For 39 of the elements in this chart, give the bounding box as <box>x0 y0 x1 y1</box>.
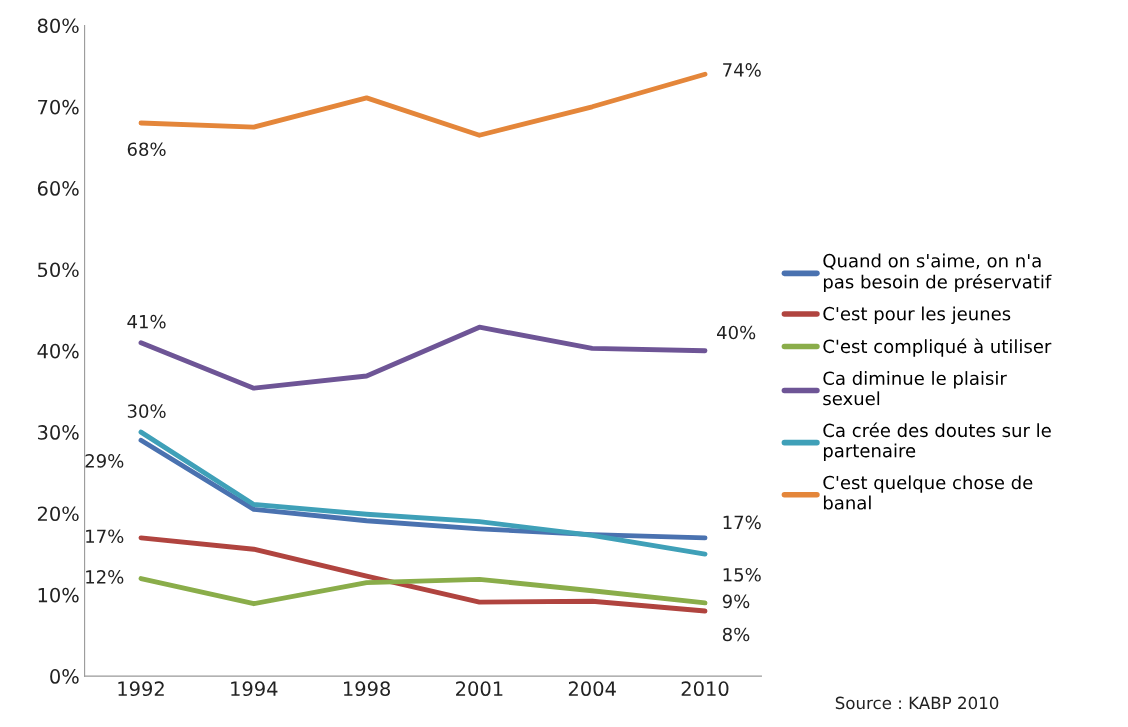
x-tick-label: 2004 <box>568 681 616 697</box>
y-tick-label: 50% <box>38 262 79 278</box>
data-label: 29% <box>85 454 124 468</box>
y-tick-label: 0% <box>50 669 79 684</box>
x-tick-label: 2001 <box>456 681 503 697</box>
data-label: 30% <box>127 404 166 418</box>
line-series <box>138 71 708 138</box>
data-label: 15% <box>723 567 761 582</box>
x-tick-label: 1994 <box>231 681 278 697</box>
data-label: 17% <box>86 529 124 544</box>
data-label: 41% <box>127 314 166 329</box>
data-label: 68% <box>127 142 166 157</box>
source-note: Source : KABP 2010 <box>835 696 999 710</box>
x-tick-label: 1992 <box>118 681 164 697</box>
x-tick-label: 1998 <box>343 681 391 697</box>
legend-label: C'est compliqué à utiliser <box>823 338 1052 357</box>
legend-label: C'est quelque chose de banal <box>823 475 1033 510</box>
data-label: 40% <box>716 325 756 340</box>
y-tick-label: 10% <box>38 587 79 603</box>
x-tick-label: 2010 <box>681 681 729 697</box>
y-tick-label: 80% <box>37 18 79 34</box>
y-tick-label: 40% <box>37 343 79 359</box>
y-tick-label: 70% <box>38 99 79 115</box>
data-label: 12% <box>86 570 124 584</box>
legend-label: Ca crée des doutes sur le partenaire <box>823 422 1051 461</box>
y-tick-label: 30% <box>38 425 79 440</box>
line-series <box>138 576 708 607</box>
legend-label: C'est pour les jeunes <box>823 306 1011 325</box>
line-series <box>138 535 708 614</box>
data-label: 9% <box>722 594 750 609</box>
line-series <box>138 437 708 541</box>
line-series <box>138 429 708 557</box>
data-label: 74% <box>723 63 761 77</box>
legend-label: Quand on s'aime, on n'a pas besoin de préservatif <box>823 253 1052 293</box>
data-label: 17% <box>723 515 761 530</box>
y-tick-label: 60% <box>37 181 79 196</box>
data-label: 8% <box>722 627 750 642</box>
y-tick-label: 20% <box>37 506 79 522</box>
legend-label: Ca diminue le plaisir sexuel <box>823 371 1007 406</box>
